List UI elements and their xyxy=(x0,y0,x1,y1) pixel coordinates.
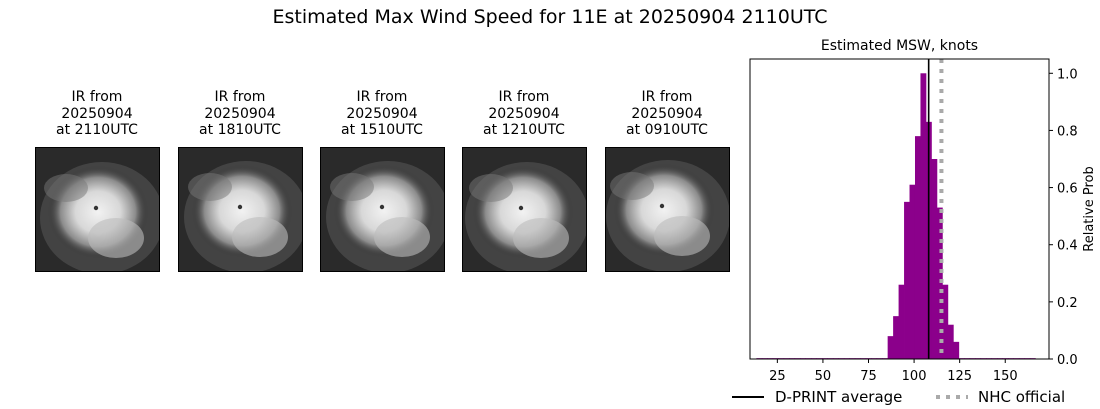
y-tick-label: 0.8 xyxy=(1057,124,1078,139)
x-tick-label: 25 xyxy=(769,369,786,384)
legend-label-dprint: D-PRINT average xyxy=(775,388,902,406)
x-tick-label: 75 xyxy=(860,369,877,384)
histogram-bar xyxy=(942,284,949,359)
histogram-bar xyxy=(887,336,894,359)
ir-panel: IR from 20250904 at 2110UTC xyxy=(35,89,160,272)
ir-satellite-image xyxy=(320,147,445,272)
ir-satellite-image xyxy=(178,147,303,272)
ir-panel-caption-line2: 20250904 xyxy=(204,105,276,122)
ir-satellite-image xyxy=(605,147,730,272)
histogram-bar xyxy=(920,73,927,360)
histogram-bar xyxy=(904,201,910,359)
ir-panel-caption-line2: 20250904 xyxy=(488,105,560,122)
y-tick-label: 0.4 xyxy=(1057,239,1078,254)
ir-panel-caption-line3: at 1510UTC xyxy=(341,122,423,138)
ir-panel: IR from 20250904 at 1510UTC xyxy=(320,89,445,272)
ir-panel-caption-line2: 20250904 xyxy=(61,105,133,122)
x-tick-label: 50 xyxy=(815,369,832,384)
ir-panel: IR from 20250904 at 0910UTC xyxy=(605,89,730,272)
ir-panel-caption-line3: at 1810UTC xyxy=(199,122,281,138)
ir-panel-caption-line1: IR from xyxy=(356,89,408,105)
ir-panel-caption-line2: 20250904 xyxy=(631,105,703,122)
histogram-bar xyxy=(936,207,943,359)
ir-panel-caption-line3: at 0910UTC xyxy=(626,122,708,138)
ir-panel-caption-line2: 20250904 xyxy=(346,105,418,122)
histogram-bar xyxy=(893,316,899,359)
histogram-bar xyxy=(953,341,960,359)
y-tick-label: 0.2 xyxy=(1057,296,1078,311)
ir-panel-caption: IR from 20250904 at 2110UTC xyxy=(17,89,177,139)
ir-panel-caption: IR from 20250904 at 0910UTC xyxy=(587,89,747,139)
histogram-bar xyxy=(947,324,954,359)
ir-panel: IR from 20250904 at 1810UTC xyxy=(178,89,303,272)
ir-panel-caption-line3: at 2110UTC xyxy=(56,122,138,138)
page-title: Estimated Max Wind Speed for 11E at 2025… xyxy=(272,6,828,28)
y-tick-label: 1.0 xyxy=(1057,67,1078,82)
chart-title: Estimated MSW, knots xyxy=(821,38,978,54)
histogram-bar xyxy=(898,284,905,359)
legend-label-nhc: NHC official xyxy=(978,388,1065,406)
y-axis-label: Relative Prob xyxy=(1082,166,1097,251)
ir-panel-caption: IR from 20250904 at 1810UTC xyxy=(160,89,320,139)
ir-panel-caption-line1: IR from xyxy=(71,89,123,105)
ir-panel-caption: IR from 20250904 at 1210UTC xyxy=(444,89,604,139)
histogram-bar xyxy=(914,136,921,359)
y-tick-label: 0.6 xyxy=(1057,182,1078,197)
ir-panel: IR from 20250904 at 1210UTC xyxy=(462,89,587,272)
ir-satellite-image xyxy=(462,147,587,272)
histogram-bar xyxy=(909,184,916,359)
x-tick-label: 125 xyxy=(947,369,972,384)
plot-frame xyxy=(749,58,1050,360)
ir-panel-caption-line3: at 1210UTC xyxy=(483,122,565,138)
x-tick-label: 150 xyxy=(993,369,1018,384)
ir-panel-caption: IR from 20250904 at 1510UTC xyxy=(302,89,462,139)
x-tick-label: 100 xyxy=(902,369,927,384)
ir-satellite-image xyxy=(35,147,160,272)
histogram-bar xyxy=(931,159,938,359)
ir-panel-caption-line1: IR from xyxy=(641,89,693,105)
ir-panel-caption-line1: IR from xyxy=(214,89,266,105)
ir-panel-caption-line1: IR from xyxy=(498,89,550,105)
y-tick-label: 0.0 xyxy=(1057,353,1078,368)
